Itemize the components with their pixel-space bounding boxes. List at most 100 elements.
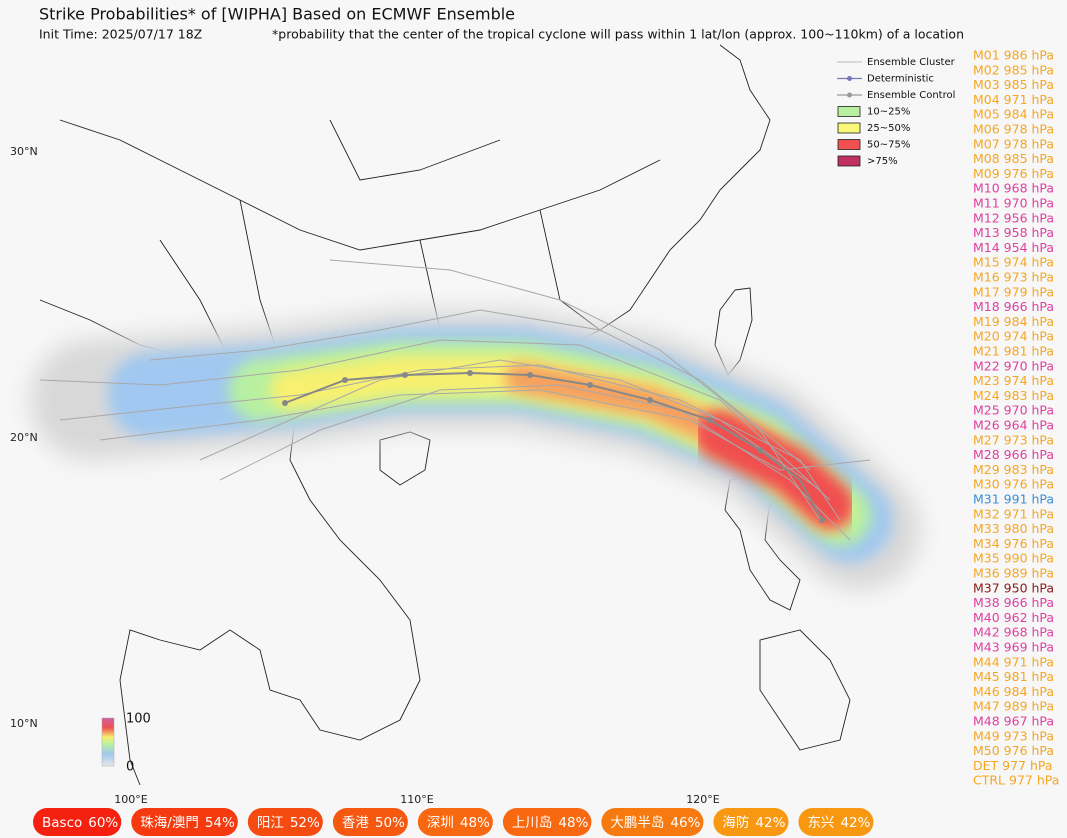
pill-bg <box>332 808 408 836</box>
philippines <box>759 629 851 751</box>
location-prob: 54% <box>205 815 235 831</box>
member-label: M34 976 hPa <box>973 536 1054 551</box>
pill-text: 阳江 52% <box>257 815 320 831</box>
hainan <box>379 431 431 486</box>
lat-label: 30°N <box>10 145 38 158</box>
member-label: M43 969 hPa <box>973 640 1054 655</box>
member-label: M08 985 hPa <box>973 151 1054 166</box>
location-pill: Basco 60% <box>33 808 122 836</box>
member-label: M23 974 hPa <box>973 373 1054 388</box>
member-label: M01 986 hPa <box>973 48 1054 63</box>
pill-bg <box>131 808 238 836</box>
legend-swatch <box>837 139 861 150</box>
legend-swatch <box>837 122 861 134</box>
legend-label: Ensemble Control <box>867 90 955 101</box>
member-label: M42 968 hPa <box>973 625 1054 640</box>
member-label: M44 971 hPa <box>973 654 1054 669</box>
coastline <box>119 379 421 786</box>
member-label: M28 966 hPa <box>973 447 1054 462</box>
pill-text: 大鹏半岛 46% <box>610 815 700 831</box>
location-prob: 48% <box>460 815 490 831</box>
member-label: M40 962 hPa <box>973 610 1054 625</box>
legend-label: 10~25% <box>867 107 910 118</box>
member-label: DET 977 hPa <box>973 758 1053 773</box>
member-label: M16 973 hPa <box>973 270 1054 285</box>
lon-label: 100°E <box>114 793 147 806</box>
pill-bg <box>33 808 122 836</box>
location-prob: 52% <box>290 815 320 831</box>
member-label: M03 985 hPa <box>973 77 1054 92</box>
member-label: M25 970 hPa <box>973 403 1054 418</box>
member-label: M21 981 hPa <box>973 344 1054 359</box>
member-label: M50 976 hPa <box>973 743 1054 758</box>
member-label: M06 978 hPa <box>973 122 1054 137</box>
member-label: M14 954 hPa <box>973 240 1054 255</box>
member-label: M05 984 hPa <box>973 107 1054 122</box>
location-pill: 深圳 48% <box>417 808 493 836</box>
member-label: M27 973 hPa <box>973 432 1054 447</box>
member-label: CTRL 977 hPa <box>973 773 1059 788</box>
lat-label: 10°N <box>10 717 38 730</box>
location-pill: 东兴 42% <box>798 808 874 836</box>
location-name: 阳江 <box>257 815 284 831</box>
location-name: 海防 <box>722 815 749 831</box>
tracks <box>39 259 871 541</box>
member-label: M13 958 hPa <box>973 225 1054 240</box>
pill-text: 上川岛 48% <box>512 815 589 831</box>
member-label: M17 979 hPa <box>973 284 1054 299</box>
member-label: M24 983 hPa <box>973 388 1054 403</box>
member-label: M35 990 hPa <box>973 551 1054 566</box>
member-label: M32 971 hPa <box>973 506 1054 521</box>
location-name: 珠海/澳門 <box>140 815 199 831</box>
legend-dot <box>847 92 852 98</box>
location-prob: 60% <box>88 815 118 831</box>
pill-text: 海防 42% <box>722 815 785 831</box>
init-time: Init Time: 2025/07/17 18Z <box>39 27 202 42</box>
location-list: Basco 60% 珠海/澳門 54% 阳江 52% 香港 50% 深圳 48% 上川岛 48% 大鹏半… <box>33 808 874 836</box>
legend: Ensemble Cluster Deterministic Ensemble Co… <box>837 57 956 167</box>
member-label: M20 974 hPa <box>973 329 1054 344</box>
note: *probability that the center of the trop… <box>272 27 964 42</box>
member-label: M37 950 hPa <box>973 580 1054 595</box>
control-points <box>282 370 825 523</box>
location-prob: 46% <box>670 815 700 831</box>
member-label: M02 985 hPa <box>973 62 1054 77</box>
location-name: 上川岛 <box>512 815 553 831</box>
location-pill: 珠海/澳門 54% <box>131 808 238 836</box>
location-name: 东兴 <box>807 815 834 831</box>
lon-label: 110°E <box>400 793 433 806</box>
pill-text: Basco 60% <box>42 815 118 831</box>
pill-bg <box>247 808 323 836</box>
pill-bg <box>417 808 493 836</box>
legend-swatch <box>837 155 861 167</box>
legend-label: 25~50% <box>867 123 910 134</box>
member-label: M04 971 hPa <box>973 92 1054 107</box>
location-pill: 上川岛 48% <box>502 808 592 836</box>
location-prob: 42% <box>755 815 785 831</box>
member-label: M10 968 hPa <box>973 181 1054 196</box>
member-label: M46 984 hPa <box>973 684 1054 699</box>
legend-swatch <box>837 106 861 117</box>
colorbar <box>101 717 115 767</box>
location-pill: 海防 42% <box>713 808 789 836</box>
location-pill: 香港 50% <box>332 808 408 836</box>
title: Strike Probabilities* of [WIPHA] Based o… <box>39 5 515 24</box>
location-name: Basco <box>42 815 82 831</box>
location-prob: 48% <box>558 815 588 831</box>
member-label: M11 970 hPa <box>973 196 1054 211</box>
legend-label: Ensemble Cluster <box>867 57 956 68</box>
map <box>30 44 920 786</box>
member-label: M12 956 hPa <box>973 210 1054 225</box>
location-name: 大鹏半岛 <box>610 815 664 831</box>
colorbar-max: 100 <box>126 712 151 727</box>
location-name: 香港 <box>342 815 369 831</box>
member-label: M38 966 hPa <box>973 595 1054 610</box>
member-label: M36 989 hPa <box>973 566 1054 581</box>
pill-text: 深圳 48% <box>427 815 490 831</box>
legend-label: Deterministic <box>867 74 934 85</box>
legend-label: 50~75% <box>867 140 910 151</box>
location-pill: 大鹏半岛 46% <box>601 808 704 836</box>
member-label: M45 981 hPa <box>973 669 1054 684</box>
